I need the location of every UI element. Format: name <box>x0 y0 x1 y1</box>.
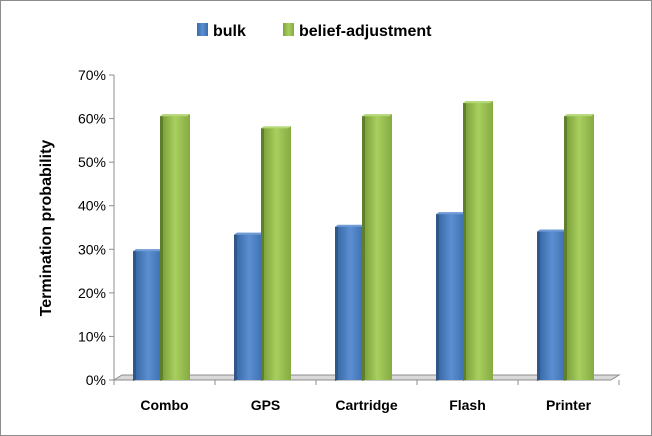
bar-bulk-gps <box>234 232 264 381</box>
bar-bulk-flash <box>436 212 466 381</box>
y-tick-label: 70% <box>78 67 106 83</box>
legend-swatch-bulk <box>197 23 208 36</box>
x-category-label: Combo <box>140 397 188 413</box>
y-tick-label: 40% <box>78 198 106 214</box>
bar-belief-adjustment-gps <box>261 126 291 382</box>
bar-belief-adjustment-cartridge <box>362 114 392 381</box>
bar-belief-adjustment-printer <box>564 114 594 381</box>
x-category-label: GPS <box>251 397 281 413</box>
y-tick-label: 30% <box>78 241 106 257</box>
bars <box>133 101 594 382</box>
legend-label-belief-adjustment: belief-adjustment <box>299 23 432 40</box>
y-tick-label: 20% <box>78 285 106 301</box>
y-tick-label: 0% <box>86 372 106 388</box>
bar-belief-adjustment-flash <box>463 101 493 382</box>
y-tick-label: 10% <box>78 328 106 344</box>
x-category-label: Printer <box>546 397 592 413</box>
bar-bulk-cartridge <box>335 224 365 381</box>
y-tick-label: 60% <box>78 111 106 127</box>
bar-bulk-printer <box>537 229 567 381</box>
x-category-label: Cartridge <box>335 397 397 413</box>
legend-swatch-belief-adjustment <box>283 23 294 36</box>
legend: bulk belief-adjustment <box>197 23 432 40</box>
bar-bulk-combo <box>133 249 163 381</box>
y-tick-label: 50% <box>78 154 106 170</box>
bar-belief-adjustment-combo <box>160 114 190 381</box>
legend-label-bulk: bulk <box>213 23 246 40</box>
x-category-label: Flash <box>449 397 486 413</box>
y-axis-title: Termination probability <box>38 140 55 317</box>
axis-labels: 0% 10% 20% 30% 40% 50% 60% 70% Combo GPS Cartridge… <box>78 67 592 413</box>
